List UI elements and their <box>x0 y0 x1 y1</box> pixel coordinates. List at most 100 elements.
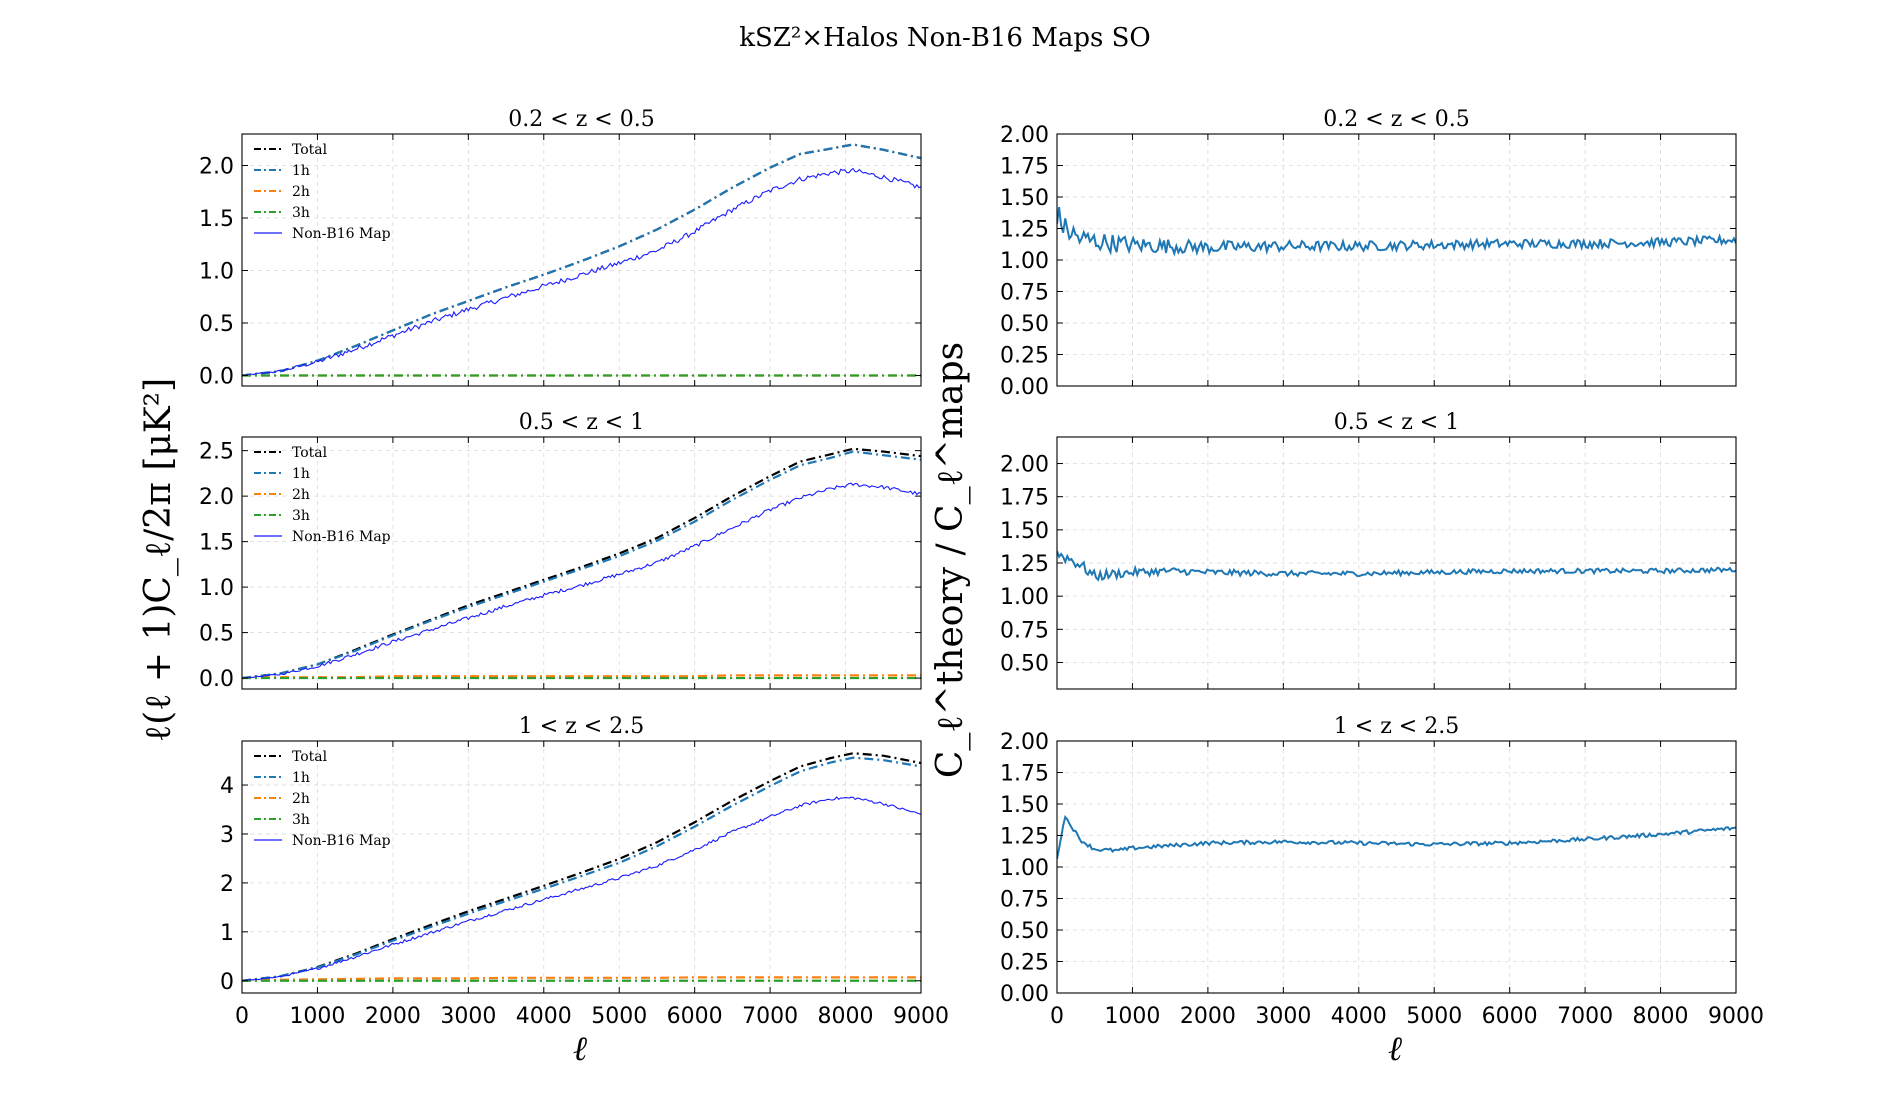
y-tick-label: 1.0 <box>199 576 234 601</box>
series-line-non-b16-map <box>242 796 921 982</box>
series-group <box>1057 207 1736 257</box>
y-tick-label: 1.75 <box>1000 155 1049 180</box>
series-line-ratio <box>1057 207 1736 257</box>
y-tick-label: 1.50 <box>1000 186 1049 211</box>
x-tick-label: 0 <box>235 1004 249 1029</box>
grid <box>241 134 922 386</box>
chart-panel-left-1: 0.0 0.5 1.0 1.5 2.0 0.2 < z < 0.5 Total 1h 2h 3h N… <box>199 107 922 390</box>
chart-panel-left-3: 0 1 2 3 4 0 1000 2000 3000 4000 5000 6000 7000 8000 90… <box>220 714 949 1029</box>
y-tick-label: 0.0 <box>199 365 234 390</box>
series-line-2h <box>242 976 921 982</box>
y-tick-label: 1.25 <box>1000 825 1049 850</box>
legend-label: 1h <box>292 770 310 786</box>
x-tick-label: 4000 <box>1331 1004 1387 1029</box>
series-line-total <box>242 447 921 680</box>
chart-panel-left-2: 0.0 0.5 1.0 1.5 2.0 2.5 0.5 < z < 1 Total 1h 2h 3h… <box>199 410 922 692</box>
y-tick-label: 1.25 <box>1000 218 1049 243</box>
y-tick-label: 0 <box>220 970 234 995</box>
legend-label: Non-B16 Map <box>292 833 391 849</box>
plot-area <box>242 741 921 993</box>
y-tick-label: 1.00 <box>1000 856 1049 881</box>
series-group <box>1057 815 1736 860</box>
x-tick-label: 2000 <box>365 1004 421 1029</box>
legend-label: 1h <box>292 163 310 179</box>
y-tick-label: 1.0 <box>199 260 234 285</box>
y-tick-label: 1.50 <box>1000 519 1049 544</box>
y-tick-label: 0.50 <box>1000 312 1049 337</box>
y-tick-label: 1.00 <box>1000 585 1049 610</box>
y-tick-label: 1.25 <box>1000 552 1049 577</box>
panel-title: 0.2 < z < 0.5 <box>1323 107 1469 132</box>
x-tick-label: 5000 <box>591 1004 647 1029</box>
chart-panel-right-2: 0.50 0.75 1.00 1.25 1.50 1.75 2.00 0.5 < z < 1 <box>1000 410 1737 690</box>
y-tick-label: 0.25 <box>1000 344 1049 369</box>
right-y-axis-label: C_ℓ^theory / C_ℓ^maps <box>930 342 971 778</box>
y-tick-label: 1.75 <box>1000 486 1049 511</box>
series-group <box>242 143 921 377</box>
y-tick-label: 1.5 <box>199 207 234 232</box>
y-tick-label: 2.0 <box>199 155 234 180</box>
y-tick-label: 0.5 <box>199 622 234 647</box>
y-tick-label: 0.25 <box>1000 951 1049 976</box>
y-tick-label: 0.50 <box>1000 919 1049 944</box>
legend-label: 3h <box>292 812 310 828</box>
legend: Total 1h 2h 3h Non-B16 Map <box>254 749 391 849</box>
legend-label: Total <box>292 445 328 461</box>
x-tick-label: 3000 <box>440 1004 496 1029</box>
y-tick-label: 3 <box>220 823 234 848</box>
figure-title: kSZ²×Halos Non-B16 Maps SO <box>739 23 1150 53</box>
panel-title: 0.5 < z < 1 <box>519 410 644 435</box>
x-tick-label: 5000 <box>1406 1004 1462 1029</box>
legend-label: 2h <box>292 487 310 503</box>
x-tick-label: 8000 <box>818 1004 874 1029</box>
x-tick-label: 3000 <box>1255 1004 1311 1029</box>
series-line-1h <box>242 143 921 377</box>
y-tick-label: 0.5 <box>199 312 234 337</box>
series-group <box>242 752 921 982</box>
y-tick-label: 0.00 <box>1000 375 1049 400</box>
x-tick-label: 9000 <box>1708 1004 1764 1029</box>
legend: Total 1h 2h 3h Non-B16 Map <box>254 445 391 545</box>
x-tick-label: 8000 <box>1633 1004 1689 1029</box>
y-tick-label: 0.00 <box>1000 982 1049 1007</box>
y-tick-label: 0.50 <box>1000 651 1049 676</box>
legend-label: 3h <box>292 508 310 524</box>
x-tick-label: 0 <box>1050 1004 1064 1029</box>
legend-label: 2h <box>292 791 310 807</box>
legend-label: Total <box>292 142 328 158</box>
right-x-axis-label: ℓ <box>1388 1029 1402 1069</box>
y-tick-label: 2.0 <box>199 485 234 510</box>
plot-area <box>242 437 921 689</box>
series-line-ratio <box>1057 815 1736 860</box>
x-tick-label: 7000 <box>742 1004 798 1029</box>
series-line-ratio <box>1057 550 1736 582</box>
panel-title: 0.2 < z < 0.5 <box>508 107 654 132</box>
legend-label: 1h <box>292 466 310 482</box>
panel-title: 0.5 < z < 1 <box>1334 410 1459 435</box>
x-tick-label: 1000 <box>289 1004 345 1029</box>
y-tick-label: 0.75 <box>1000 618 1049 643</box>
x-tick-label: 9000 <box>893 1004 949 1029</box>
y-tick-label: 0.75 <box>1000 888 1049 913</box>
legend-label: Non-B16 Map <box>292 226 391 242</box>
y-tick-label: 2.00 <box>1000 730 1049 755</box>
axes-frame <box>241 740 922 994</box>
left-x-axis-label: ℓ <box>573 1029 587 1069</box>
y-tick-label: 0.75 <box>1000 281 1049 306</box>
left-y-axis-label: ℓ(ℓ + 1)C_ℓ/2π [μK²] <box>138 378 179 742</box>
y-tick-label: 1.75 <box>1000 762 1049 787</box>
x-tick-label: 1000 <box>1104 1004 1160 1029</box>
series-line-non-b16-map <box>242 482 921 679</box>
y-tick-label: 1.00 <box>1000 249 1049 274</box>
series-line-non-b16-map <box>242 167 921 376</box>
panel-title: 1 < z < 2.5 <box>1334 714 1459 739</box>
panels: 0.0 0.5 1.0 1.5 2.0 0.2 < z < 0.5 Total 1h 2h 3h N… <box>199 107 1764 1029</box>
y-tick-label: 2 <box>220 872 234 897</box>
x-tick-label: 4000 <box>516 1004 572 1029</box>
y-tick-label: 2.00 <box>1000 453 1049 478</box>
y-tick-label: 1 <box>220 921 234 946</box>
series-group <box>242 447 921 680</box>
legend-label: Total <box>292 749 328 765</box>
legend-label: 3h <box>292 205 310 221</box>
